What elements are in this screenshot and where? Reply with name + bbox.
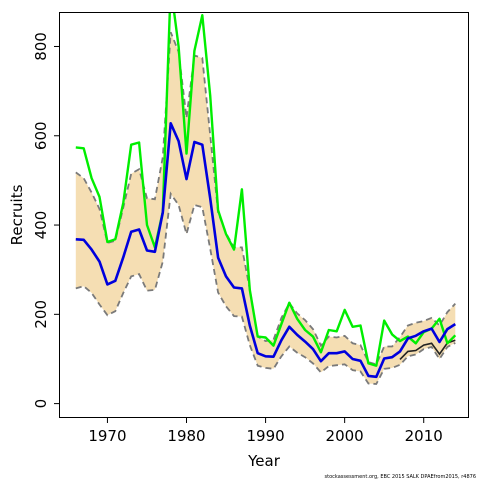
upper-ci-line [75, 31, 456, 366]
y-tick-label: 600 [32, 121, 50, 150]
y-axis-label: Recruits [8, 184, 26, 245]
x-tick-label: 2010 [405, 427, 443, 445]
x-tick-label: 1980 [167, 427, 205, 445]
y-tick-label: 0 [32, 399, 50, 409]
confidence-band [75, 32, 456, 384]
plot-area [75, 13, 457, 385]
footer-text: stockassessment.org, EBC 2015 SALK DPAEf… [325, 474, 476, 480]
median-line [75, 122, 456, 379]
x-axis-label: Year [247, 452, 281, 470]
y-tick-label: 400 [32, 211, 50, 240]
upper-series-line [75, 13, 457, 367]
lower-series-line [399, 339, 456, 360]
y-tick-label: 200 [32, 300, 50, 329]
y-tick-label: 800 [32, 32, 50, 61]
lower-ci-line [75, 191, 456, 385]
x-tick-label: 1990 [246, 427, 284, 445]
x-tick-label: 2000 [326, 427, 364, 445]
x-tick-label: 1970 [88, 427, 126, 445]
plot-frame [59, 12, 469, 418]
axes: 1970 1980 1990 2000 2010 0 200 400 600 800 [32, 32, 443, 445]
